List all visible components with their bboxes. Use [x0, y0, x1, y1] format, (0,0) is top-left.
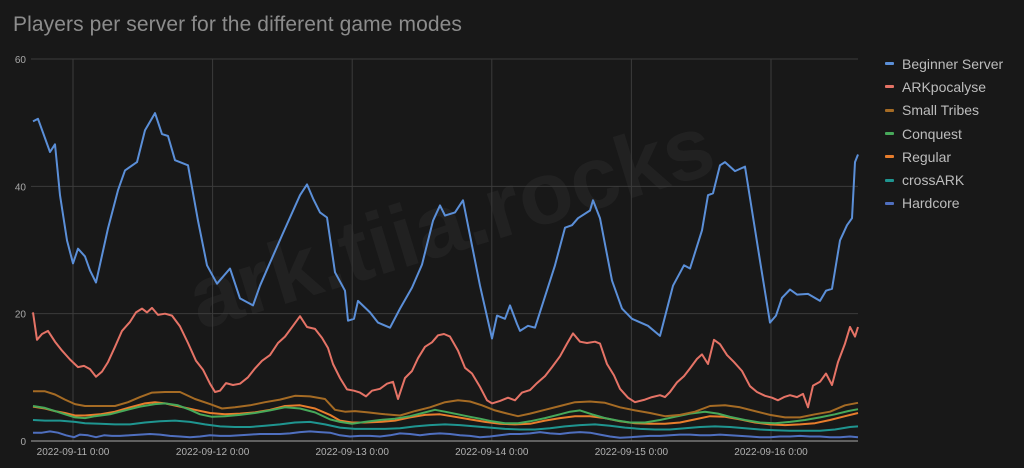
legend-swatch-icon — [885, 62, 894, 66]
legend: Beginner Server ARKpocalyse Small Tribes… — [885, 52, 1003, 215]
svg-text:2022-09-15 0:00: 2022-09-15 0:00 — [595, 447, 669, 458]
svg-text:2022-09-14 0:00: 2022-09-14 0:00 — [455, 447, 529, 458]
series-lines — [32, 112, 859, 439]
svg-text:0: 0 — [20, 437, 26, 448]
legend-item-regular[interactable]: Regular — [885, 145, 1003, 168]
legend-swatch-icon — [885, 178, 894, 182]
y-axis: 0 20 40 60 — [15, 55, 27, 448]
legend-swatch-icon — [885, 108, 894, 112]
legend-item-conquest[interactable]: Conquest — [885, 122, 1003, 145]
svg-text:2022-09-11 0:00: 2022-09-11 0:00 — [37, 447, 110, 458]
svg-text:2022-09-16 0:00: 2022-09-16 0:00 — [734, 447, 808, 458]
legend-swatch-icon — [885, 132, 894, 136]
watermark: ark.tiia.rocks — [177, 95, 725, 348]
svg-text:60: 60 — [15, 55, 27, 66]
svg-text:2022-09-12 0:00: 2022-09-12 0:00 — [176, 447, 250, 458]
x-axis: 2022-09-11 0:00 2022-09-12 0:00 2022-09-13… — [37, 447, 808, 458]
gridlines — [31, 58, 858, 442]
legend-item-beginner-server[interactable]: Beginner Server — [885, 52, 1003, 75]
legend-item-small-tribes[interactable]: Small Tribes — [885, 99, 1003, 122]
legend-item-arkpocalyse[interactable]: ARKpocalyse — [885, 75, 1003, 98]
series-line — [33, 430, 859, 439]
legend-swatch-icon — [885, 85, 894, 89]
legend-item-hardcore[interactable]: Hardcore — [885, 192, 1003, 215]
svg-text:2022-09-13 0:00: 2022-09-13 0:00 — [315, 447, 389, 458]
series-line — [33, 390, 859, 419]
legend-swatch-icon — [885, 201, 894, 205]
series-line — [32, 402, 859, 425]
series-line — [32, 401, 859, 427]
svg-text:40: 40 — [15, 182, 27, 193]
series-line — [32, 306, 859, 409]
legend-swatch-icon — [885, 155, 894, 159]
chart-title: Players per server for the different gam… — [13, 13, 463, 36]
svg-text:20: 20 — [15, 310, 27, 321]
series-line — [32, 112, 859, 340]
legend-item-crossark[interactable]: crossARK — [885, 168, 1003, 191]
series-line — [32, 419, 859, 432]
